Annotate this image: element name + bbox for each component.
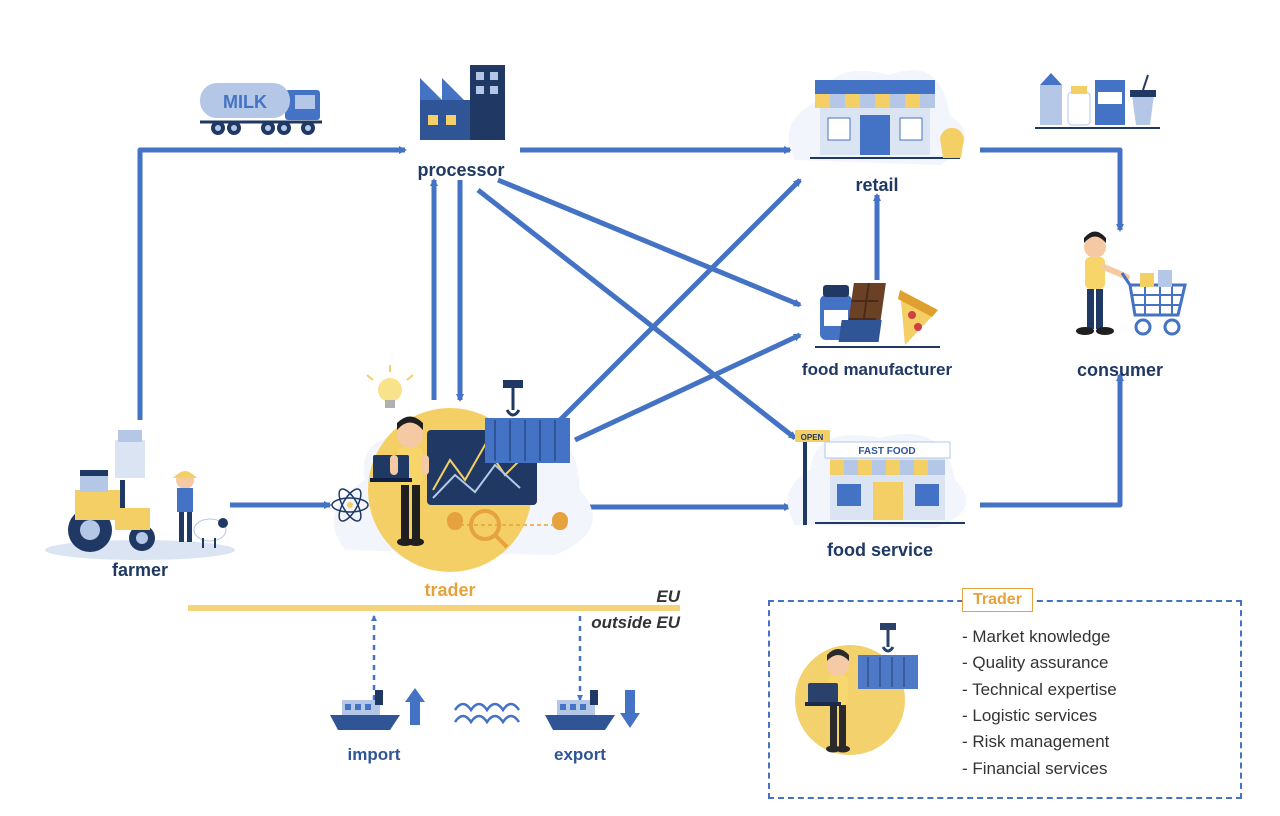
trader-capability-item: Financial services — [962, 756, 1117, 782]
retail-label: retail — [855, 175, 898, 196]
consumer-icon — [1076, 232, 1185, 336]
food-manufacturer-label: food manufacturer — [802, 360, 952, 380]
food-service-label: food service — [827, 540, 933, 561]
farmer-icon — [45, 430, 235, 560]
arrow-foodservice-to-consumer — [980, 375, 1120, 505]
milk-truck-icon: MILK — [200, 83, 322, 135]
trader-label: trader — [424, 580, 475, 601]
food-service-icon: OPEN FAST FOOD — [788, 430, 967, 528]
retail-icon — [789, 70, 965, 165]
svg-text:MILK: MILK — [223, 92, 267, 112]
food-manufacturer-icon — [815, 283, 940, 347]
arrow-processor-to-foodservice — [478, 190, 795, 438]
svg-text:FAST FOOD: FAST FOOD — [858, 446, 915, 457]
import-ship-icon — [330, 688, 425, 730]
trader-capability-item: Technical expertise — [962, 677, 1117, 703]
export-label: export — [554, 745, 606, 765]
trader-box-title: Trader — [962, 588, 1033, 612]
trader-capability-item: Logistic services — [962, 703, 1117, 729]
svg-text:OPEN: OPEN — [801, 433, 824, 442]
trader-capability-item: Risk management — [962, 729, 1117, 755]
processor-label: processor — [417, 160, 504, 181]
eu-label-below: outside EU — [560, 613, 680, 633]
trader-info-box: Trader Market knowledgeQuality assurance… — [768, 600, 1242, 799]
trader-capability-item: Market knowledge — [962, 624, 1117, 650]
trader-capabilities-list: Market knowledgeQuality assuranceTechnic… — [962, 624, 1117, 782]
groceries-icon — [1035, 73, 1160, 128]
trader-capability-item: Quality assurance — [962, 650, 1117, 676]
eu-label-above: EU — [600, 587, 680, 607]
consumer-label: consumer — [1077, 360, 1163, 381]
export-ship-icon — [545, 690, 640, 730]
waves-icon — [455, 704, 519, 722]
import-label: import — [348, 745, 401, 765]
arrow-farmer-to-processor — [140, 150, 405, 420]
arrow-retail-to-consumer — [980, 150, 1120, 230]
processor-icon — [420, 65, 505, 140]
farmer-label: farmer — [112, 560, 168, 581]
